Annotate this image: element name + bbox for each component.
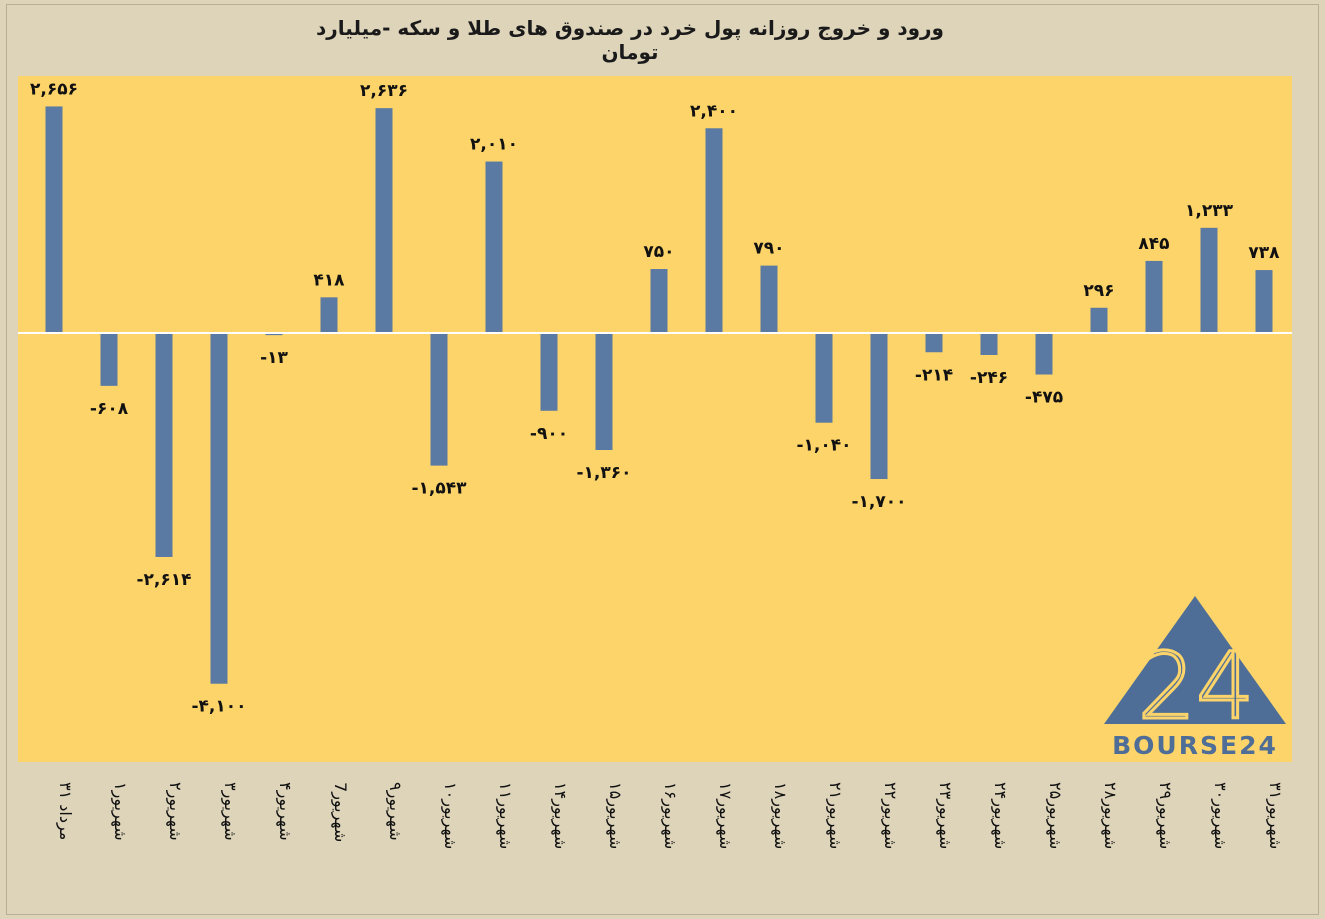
chart-title: ورود و خروج روزانه پول خرد در صندوق های … bbox=[316, 16, 944, 64]
bar-14 bbox=[815, 334, 833, 423]
chart-frame bbox=[6, 4, 1319, 915]
category-label-21: ۳۰شهریور bbox=[1210, 782, 1230, 849]
data-label-10: -۱,۳۶۰ bbox=[576, 463, 631, 483]
category-label-4: ۴شهریور bbox=[275, 782, 295, 841]
data-label-16: -۲۱۴ bbox=[915, 365, 953, 385]
data-label-3: -۴,۱۰۰ bbox=[191, 697, 246, 717]
bar-3 bbox=[210, 334, 228, 684]
bar-19 bbox=[1090, 307, 1108, 333]
bar-2 bbox=[155, 334, 173, 557]
bar-8 bbox=[485, 161, 503, 333]
data-label-14: -۱,۰۴۰ bbox=[796, 436, 851, 456]
category-label-11: ۱۶شهریور bbox=[660, 782, 680, 849]
data-label-2: -۲,۶۱۴ bbox=[136, 570, 191, 590]
bar-17 bbox=[980, 334, 998, 355]
category-label-6: ۹شهریور bbox=[385, 782, 405, 841]
category-label-5: 7شهریور bbox=[330, 782, 350, 842]
bar-22 bbox=[1255, 270, 1273, 333]
bar-5 bbox=[320, 297, 338, 333]
category-label-16: ۲۳شهریور bbox=[935, 782, 955, 849]
category-label-10: ۱۵شهریور bbox=[605, 782, 625, 849]
bar-15 bbox=[870, 334, 888, 480]
category-label-7: ۱۰شهریور bbox=[440, 782, 460, 849]
logo-mark: 24 bbox=[1137, 633, 1254, 740]
bar-1 bbox=[100, 334, 118, 386]
data-label-20: ۸۴۵ bbox=[1138, 234, 1169, 254]
category-label-13: ۱۸شهریور bbox=[770, 782, 790, 849]
bar-20 bbox=[1145, 260, 1163, 333]
bar-16 bbox=[925, 334, 943, 353]
data-label-19: ۲۹۶ bbox=[1083, 281, 1114, 301]
category-label-3: ۳شهریور bbox=[220, 782, 240, 841]
bar-12 bbox=[705, 128, 723, 333]
bar-6 bbox=[375, 108, 393, 333]
plot-area bbox=[18, 76, 1292, 762]
bar-7 bbox=[430, 334, 448, 466]
data-label-0: ۲,۶۵۶ bbox=[30, 79, 78, 99]
logo-triangle bbox=[1104, 596, 1286, 724]
bar-13 bbox=[760, 265, 778, 333]
data-label-8: ۲,۰۱۰ bbox=[470, 135, 518, 155]
category-label-22: ۳۱شهریور bbox=[1265, 782, 1285, 849]
category-label-17: ۲۴شهریور bbox=[990, 782, 1010, 849]
category-label-14: ۲۱شهریور bbox=[825, 782, 845, 849]
data-label-11: ۷۵۰ bbox=[643, 242, 674, 262]
category-label-0: ۳۱ مرداد bbox=[55, 782, 75, 840]
data-label-9: -۹۰۰ bbox=[530, 424, 568, 444]
bar-18 bbox=[1035, 334, 1053, 375]
data-label-1: -۶۰۸ bbox=[90, 399, 129, 419]
bar-10 bbox=[595, 334, 613, 451]
data-label-12: ۲,۴۰۰ bbox=[690, 101, 738, 121]
category-label-19: ۲۸شهریور bbox=[1100, 782, 1120, 849]
category-label-18: ۲۵شهریور bbox=[1045, 782, 1065, 849]
category-label-15: ۲۲شهریور bbox=[880, 782, 900, 849]
category-label-2: ۲شهریور bbox=[165, 782, 185, 841]
data-label-4: -۱۳ bbox=[260, 348, 288, 368]
bourse24-logo-text: BOURSE24 bbox=[1112, 731, 1278, 760]
data-label-13: ۷۹۰ bbox=[753, 239, 784, 259]
category-label-12: ۱۷شهریور bbox=[715, 782, 735, 849]
data-label-21: ۱,۲۳۳ bbox=[1185, 201, 1234, 221]
data-label-17: -۲۴۶ bbox=[970, 368, 1008, 388]
category-label-1: ۱شهریور bbox=[110, 782, 130, 841]
category-label-8: ۱۱شهریور bbox=[495, 782, 515, 849]
data-label-6: ۲,۶۳۶ bbox=[360, 81, 408, 101]
bar-9 bbox=[540, 334, 558, 411]
data-label-15: -۱,۷۰۰ bbox=[851, 492, 906, 512]
data-label-5: ۴۱۸ bbox=[313, 270, 345, 290]
data-label-7: -۱,۵۴۳ bbox=[411, 479, 467, 499]
category-label-20: ۲۹شهریور bbox=[1155, 782, 1175, 849]
bar-11 bbox=[650, 269, 668, 333]
bar-0 bbox=[45, 106, 63, 333]
bar-4 bbox=[265, 334, 283, 336]
data-label-18: -۴۷۵ bbox=[1025, 388, 1063, 408]
bourse24-logo: 24 bbox=[1104, 596, 1286, 742]
data-label-22: ۷۳۸ bbox=[1248, 243, 1280, 263]
bar-21 bbox=[1200, 227, 1218, 333]
category-label-9: ۱۴شهریور bbox=[550, 782, 570, 849]
